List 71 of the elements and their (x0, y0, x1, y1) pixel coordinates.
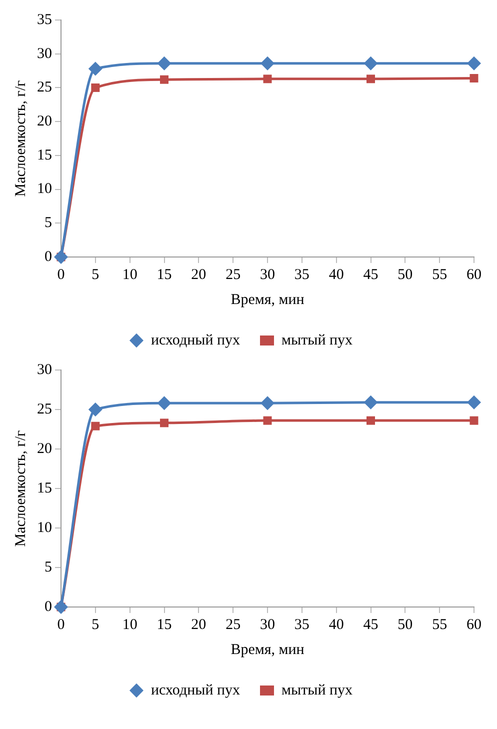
x-tick-label: 60 (466, 266, 482, 283)
legend-label: мытый пух (282, 332, 354, 348)
x-tick-label: 30 (260, 616, 275, 633)
y-tick-label: 10 (37, 520, 52, 536)
y-axis-title: Маслоемкость, г/г (12, 430, 29, 547)
y-tick-label: 20 (37, 440, 52, 457)
y-axis-title: Маслоемкость, г/г (12, 80, 29, 197)
x-tick-label: 25 (226, 266, 241, 283)
x-tick-label: 20 (191, 266, 206, 283)
x-tick-label: 35 (294, 616, 310, 633)
point (467, 56, 481, 70)
x-tick-label: 25 (226, 616, 241, 633)
x-tick-label: 15 (156, 616, 172, 633)
x-tick-label: 50 (398, 616, 413, 633)
point (366, 416, 375, 425)
legend-label: исходный пух (150, 682, 241, 698)
x-tick-label: 40 (328, 266, 344, 283)
y-tick-label: 15 (37, 147, 52, 164)
x-tick-label: 35 (294, 266, 310, 283)
point (157, 396, 172, 410)
point (260, 396, 274, 410)
x-tick-label: 30 (260, 266, 275, 283)
point (470, 416, 478, 425)
x-axis-title: Время, мин (230, 292, 304, 308)
legend-label: мытый пух (282, 682, 354, 698)
y-tick-label: 25 (37, 401, 52, 418)
point (54, 600, 68, 614)
x-tick-label: 50 (398, 266, 413, 283)
x-tick-label: 15 (156, 266, 172, 283)
point (91, 422, 100, 430)
point (263, 74, 272, 84)
point (88, 62, 102, 76)
x-tick-label: 55 (432, 616, 448, 633)
point (160, 418, 168, 428)
x-tick-label: 20 (191, 616, 206, 633)
y-tick-label: 5 (44, 559, 52, 576)
point (91, 83, 100, 92)
x-tick-label: 45 (363, 616, 378, 633)
x-tick-label: 10 (122, 266, 138, 283)
point (157, 56, 172, 70)
x-tick-label: 10 (122, 616, 138, 633)
y-tick-label: 30 (37, 362, 52, 378)
y-tick-label: 5 (44, 215, 52, 232)
y-tick-label: 20 (37, 114, 52, 130)
y-tick-label: 30 (37, 46, 52, 62)
legend-label: исходный пух (150, 332, 241, 348)
x-tick-label: 45 (363, 266, 378, 283)
point (263, 416, 272, 425)
y-tick-label: 35 (37, 12, 52, 28)
point (467, 395, 481, 410)
x-axis-title: Время, мин (230, 642, 304, 658)
y-tick-label: 0 (44, 248, 52, 265)
x-tick-label: 55 (432, 266, 448, 283)
point (54, 250, 68, 264)
point (366, 74, 375, 84)
point (470, 74, 478, 82)
x-tick-label: 60 (466, 616, 482, 633)
y-tick-label: 10 (37, 181, 52, 198)
y-tick-label: 15 (37, 480, 52, 496)
x-tick-label: 0 (57, 616, 65, 633)
y-tick-label: 25 (37, 80, 52, 96)
point (88, 402, 102, 416)
point (364, 395, 378, 410)
x-tick-label: 5 (92, 266, 100, 283)
point (260, 56, 274, 70)
x-tick-label: 5 (92, 616, 100, 633)
point (160, 75, 168, 84)
x-tick-label: 40 (328, 616, 344, 633)
y-tick-label: 0 (44, 598, 52, 615)
x-tick-label: 0 (57, 266, 65, 283)
point (364, 56, 378, 70)
